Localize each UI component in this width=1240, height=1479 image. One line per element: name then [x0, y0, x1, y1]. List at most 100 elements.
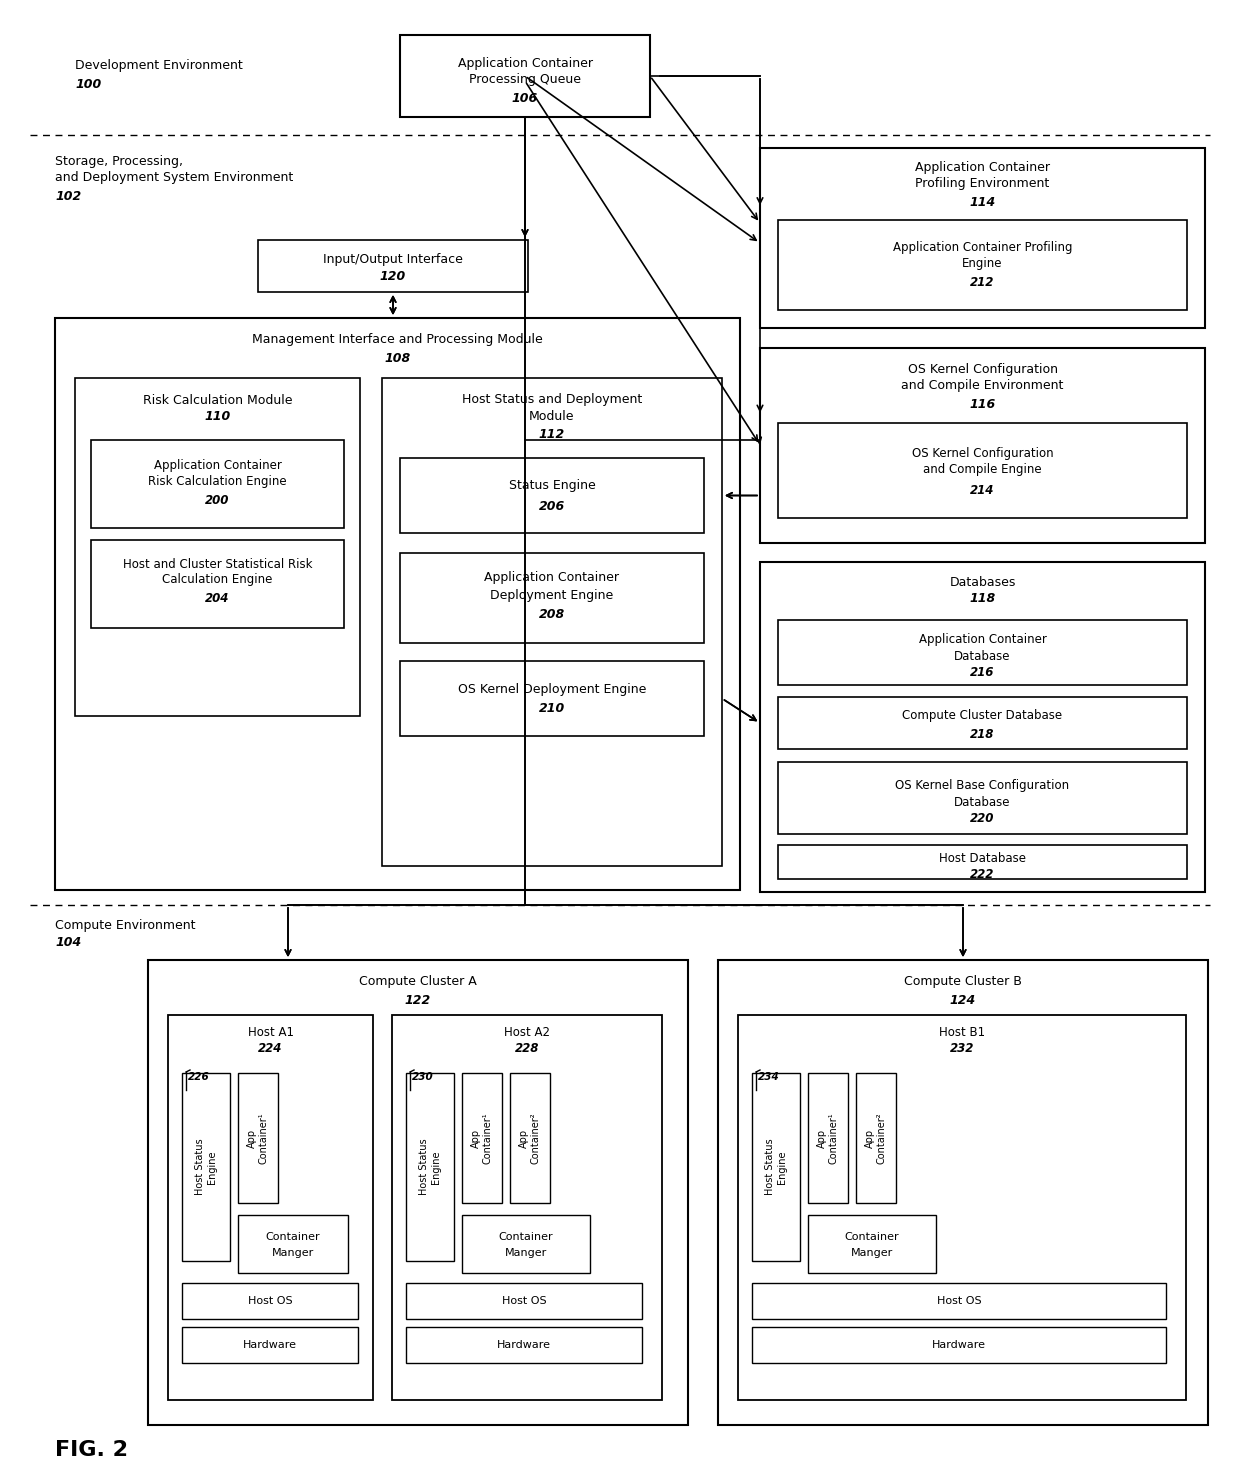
- Text: 206: 206: [539, 500, 565, 513]
- Bar: [777, 423, 1187, 518]
- Text: Host A2: Host A2: [503, 1026, 551, 1040]
- Text: 228: 228: [515, 1043, 539, 1056]
- Text: 102: 102: [55, 191, 82, 204]
- Text: Host Database: Host Database: [939, 852, 1025, 865]
- Text: 210: 210: [539, 703, 565, 716]
- Text: 216: 216: [971, 667, 994, 679]
- Text: 212: 212: [971, 277, 994, 290]
- Bar: [182, 1072, 229, 1262]
- Text: Manger: Manger: [272, 1248, 314, 1259]
- Text: 112: 112: [539, 427, 565, 441]
- Text: Container: Container: [265, 1232, 320, 1242]
- Text: Compute Environment: Compute Environment: [55, 918, 196, 932]
- Text: Status Engine: Status Engine: [508, 479, 595, 493]
- Text: App
Container¹: App Container¹: [247, 1112, 269, 1164]
- Text: 124: 124: [950, 994, 976, 1007]
- Text: and Compile Environment: and Compile Environment: [901, 380, 1064, 392]
- Text: Management Interface and Processing Module: Management Interface and Processing Modu…: [252, 333, 543, 346]
- Bar: [405, 1327, 642, 1364]
- Text: App
Container¹: App Container¹: [471, 1112, 492, 1164]
- Text: 114: 114: [970, 195, 996, 209]
- Text: Compute Cluster A: Compute Cluster A: [360, 976, 477, 988]
- Text: Host A1: Host A1: [248, 1026, 294, 1040]
- Bar: [751, 1072, 800, 1262]
- Text: Database: Database: [955, 649, 1011, 663]
- Bar: [777, 845, 1187, 879]
- Text: OS Kernel Configuration: OS Kernel Configuration: [911, 447, 1053, 460]
- Bar: [777, 220, 1187, 311]
- Bar: [182, 1327, 358, 1364]
- Text: Container: Container: [844, 1232, 899, 1242]
- Bar: [382, 379, 722, 867]
- Text: 106: 106: [512, 93, 538, 105]
- Text: Database: Database: [955, 796, 1011, 809]
- Text: Application Container Profiling: Application Container Profiling: [893, 241, 1073, 254]
- Text: 214: 214: [971, 484, 994, 497]
- Bar: [405, 1072, 454, 1262]
- Text: Manger: Manger: [505, 1248, 547, 1259]
- Bar: [777, 697, 1187, 748]
- Text: Host Status
Engine: Host Status Engine: [419, 1139, 440, 1195]
- Bar: [182, 1282, 358, 1319]
- Text: Hardware: Hardware: [932, 1340, 986, 1350]
- Bar: [258, 240, 528, 291]
- Bar: [777, 762, 1187, 834]
- Bar: [148, 960, 688, 1424]
- Bar: [401, 35, 650, 117]
- Text: Host OS: Host OS: [502, 1296, 547, 1306]
- Text: 230: 230: [412, 1072, 434, 1083]
- Text: Calculation Engine: Calculation Engine: [162, 574, 273, 587]
- Text: Risk Calculation Engine: Risk Calculation Engine: [149, 476, 286, 488]
- Text: Container: Container: [498, 1232, 553, 1242]
- Bar: [401, 661, 704, 737]
- Bar: [760, 348, 1205, 543]
- Text: Application Container: Application Container: [154, 460, 281, 472]
- Text: 116: 116: [970, 398, 996, 411]
- Text: and Deployment System Environment: and Deployment System Environment: [55, 172, 293, 185]
- Text: Databases: Databases: [950, 575, 1016, 589]
- Bar: [238, 1216, 348, 1273]
- Text: OS Kernel Base Configuration: OS Kernel Base Configuration: [895, 779, 1070, 793]
- Text: 108: 108: [384, 352, 410, 364]
- Bar: [91, 439, 343, 528]
- Text: 234: 234: [758, 1072, 780, 1083]
- Text: Host Status
Engine: Host Status Engine: [195, 1139, 217, 1195]
- Text: 218: 218: [971, 728, 994, 741]
- Bar: [91, 540, 343, 629]
- Text: App
Container²: App Container²: [866, 1112, 887, 1164]
- Text: 118: 118: [970, 593, 996, 605]
- Bar: [718, 960, 1208, 1424]
- Text: Module: Module: [529, 410, 575, 423]
- Bar: [808, 1216, 936, 1273]
- Bar: [463, 1216, 590, 1273]
- Bar: [401, 553, 704, 643]
- Text: 104: 104: [55, 936, 82, 950]
- Bar: [760, 148, 1205, 328]
- Text: OS Kernel Configuration: OS Kernel Configuration: [908, 364, 1058, 377]
- Text: Profiling Environment: Profiling Environment: [915, 177, 1049, 191]
- Text: Manger: Manger: [851, 1248, 893, 1259]
- Text: 224: 224: [258, 1043, 283, 1056]
- Text: Host OS: Host OS: [248, 1296, 293, 1306]
- Bar: [401, 458, 704, 532]
- Bar: [405, 1282, 642, 1319]
- Text: Application Container: Application Container: [919, 633, 1047, 646]
- Bar: [463, 1072, 502, 1202]
- Text: 222: 222: [971, 868, 994, 881]
- Text: App
Container¹: App Container¹: [817, 1112, 838, 1164]
- Bar: [808, 1072, 848, 1202]
- Text: Processing Queue: Processing Queue: [469, 72, 582, 86]
- Text: 226: 226: [188, 1072, 210, 1083]
- Text: FIG. 2: FIG. 2: [55, 1441, 128, 1460]
- Text: Application Container: Application Container: [485, 571, 620, 584]
- Bar: [751, 1327, 1166, 1364]
- Text: 232: 232: [950, 1043, 975, 1056]
- Text: Hardware: Hardware: [243, 1340, 298, 1350]
- Bar: [738, 1015, 1185, 1401]
- Bar: [55, 318, 740, 890]
- Text: Host and Cluster Statistical Risk: Host and Cluster Statistical Risk: [123, 558, 312, 571]
- Bar: [238, 1072, 278, 1202]
- Text: Host Status
Engine: Host Status Engine: [765, 1139, 787, 1195]
- Text: 110: 110: [205, 411, 231, 423]
- Text: Host B1: Host B1: [939, 1026, 985, 1040]
